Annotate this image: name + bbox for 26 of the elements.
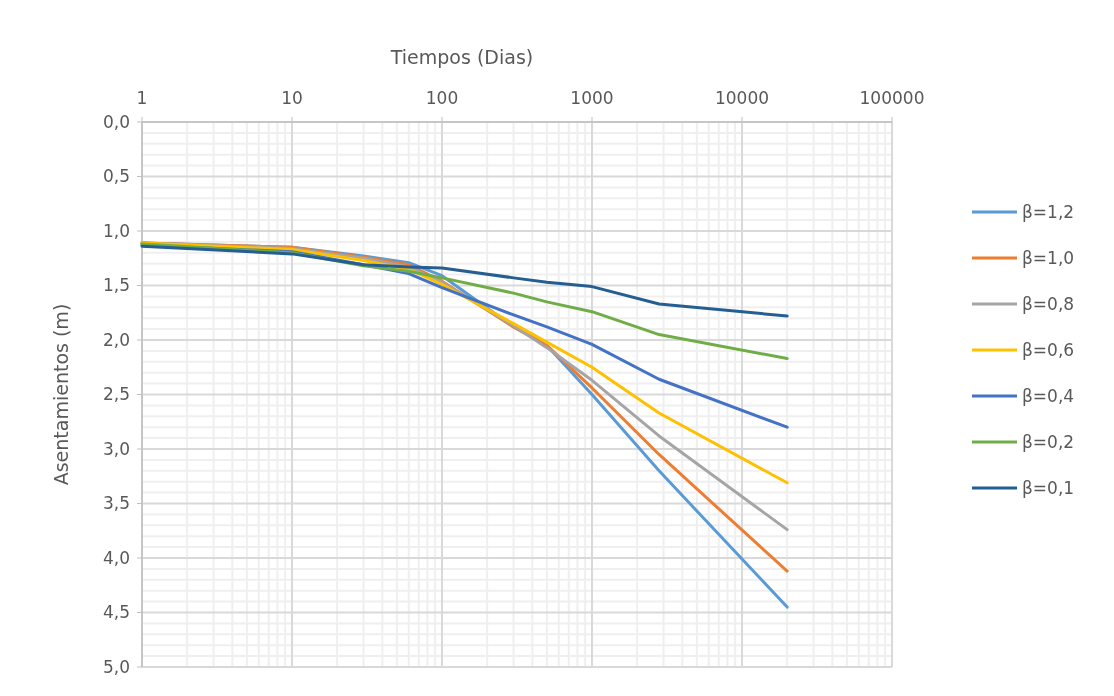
- x-tick-label: 10000: [714, 88, 770, 108]
- legend-label: β=0,4: [1022, 385, 1075, 406]
- y-tick-label: 4,0: [102, 547, 130, 568]
- y-tick-label: 3,5: [102, 493, 130, 514]
- x-axis-title: Tiempos (Dias): [389, 46, 534, 68]
- y-tick-label: 5,0: [102, 656, 130, 677]
- x-tick-label: 1000: [570, 88, 614, 108]
- y-tick-label: 2,5: [102, 384, 130, 405]
- y-tick-label: 1,5: [102, 275, 130, 296]
- y-tick-label: 2,0: [102, 329, 130, 350]
- y-tick-label: 0,5: [102, 166, 130, 187]
- y-axis-title: Asentamientos (m): [50, 303, 72, 486]
- legend-label: β=0,8: [1022, 293, 1075, 314]
- legend-label: β=1,0: [1022, 247, 1075, 268]
- x-tick-label: 100: [425, 88, 459, 108]
- y-tick-label: 4,5: [102, 602, 130, 623]
- legend-label: β=0,1: [1022, 477, 1075, 498]
- y-tick-label: 3,0: [102, 438, 130, 459]
- legend-label: β=0,2: [1022, 431, 1075, 452]
- x-tick-label: 100000: [859, 88, 925, 108]
- x-tick-label: 1: [136, 88, 148, 108]
- x-tick-label: 10: [281, 88, 303, 108]
- y-tick-label: 1,0: [102, 220, 130, 241]
- y-tick-label: 0,0: [102, 111, 130, 132]
- legend-label: β=1,2: [1022, 201, 1075, 222]
- legend-label: β=0,6: [1022, 339, 1075, 360]
